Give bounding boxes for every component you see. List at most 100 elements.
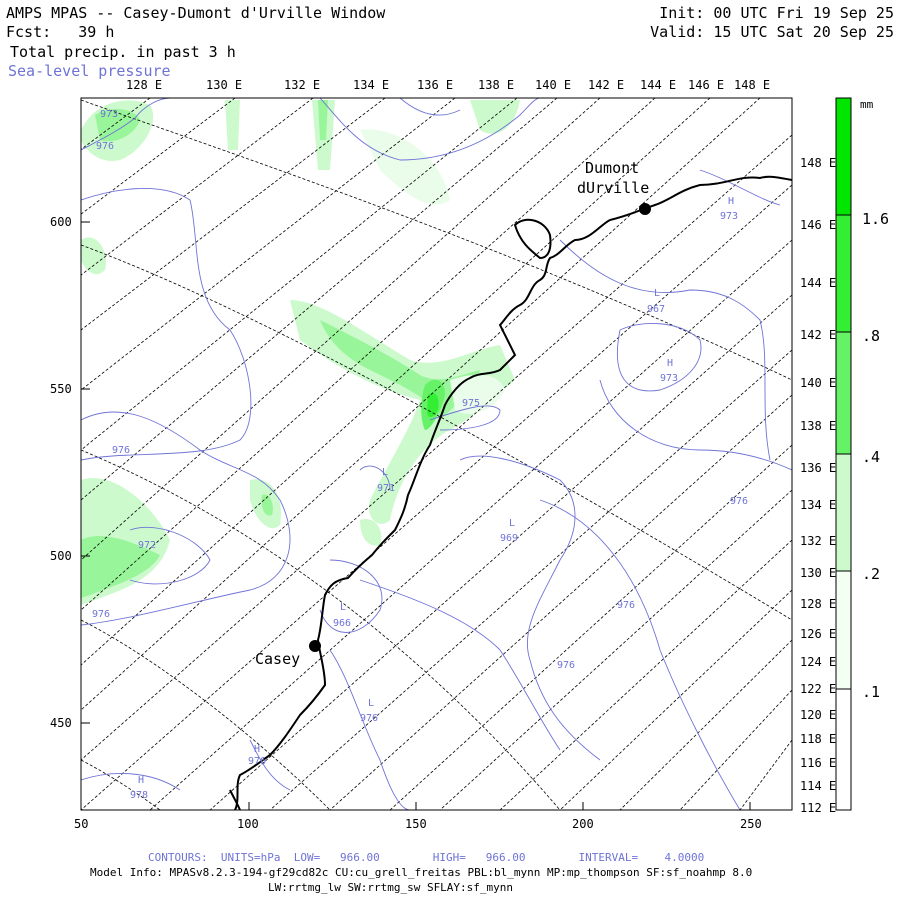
colorbar-segment [836,454,851,571]
lon-label: 138 E [800,419,836,433]
colorbar-segment [836,98,851,215]
lon-label: 146 E [688,78,724,92]
x-tick-label: 150 [405,817,427,831]
contour-label: 976 [112,445,130,456]
graticule [81,98,792,810]
contour-label: 971 [377,483,395,494]
map-title: AMPS MPAS -- Casey-Dumont d'Urville Wind… [6,4,386,22]
colorbar-label: .2 [862,565,880,583]
high-center: H [667,358,673,369]
contour-label: 973 [660,373,678,384]
low-center: L [509,518,515,529]
x-tick-label: 250 [740,817,762,831]
contour-label: 978 [130,790,148,801]
precip-shading [81,100,520,605]
contour-label: 976 [360,713,378,724]
x-tick-label: 100 [237,817,259,831]
lon-label: 120 E [800,708,836,722]
lon-label: 142 E [800,328,836,342]
x-axis: 50 100 150 200 250 [74,802,762,831]
contour-label: 973 [100,109,118,120]
low-center: L [340,602,346,613]
colorbar-label: 1.6 [862,210,889,228]
lon-label: 130 E [206,78,242,92]
lon-label: 144 E [640,78,676,92]
colorbar-label: .1 [862,683,880,701]
lon-label: 148 E [734,78,770,92]
coastline [229,175,792,810]
lon-label: 136 E [800,461,836,475]
y-tick-label: 550 [50,382,72,396]
lon-label: 122 E [800,682,836,696]
lon-label: 128 E [800,597,836,611]
colorbar-segment [836,332,851,454]
low-center: L [368,698,374,709]
station-dumont-label: Dumont [585,159,639,177]
pressure-contours [81,98,792,810]
contour-label: 975 [462,398,480,409]
lon-label: 132 E [284,78,320,92]
contour-label: 976 [96,141,114,152]
colorbar-label: .8 [862,327,880,345]
lon-label: 126 E [800,627,836,641]
lon-label: 116 E [800,756,836,770]
x-tick-label: 200 [572,817,594,831]
low-center: L [382,467,388,478]
right-longitude-labels: 148 E 146 E 144 E 142 E 140 E 138 E 136 … [800,156,836,815]
high-center: H [254,744,260,755]
colorbar-segment [836,571,851,689]
contour-label: 976 [730,496,748,507]
contour-label: 976 [92,609,110,620]
contour-label: 967 [647,304,665,315]
lon-label: 130 E [800,566,836,580]
top-longitude-labels: 128 E 130 E 132 E 134 E 136 E 138 E 140 … [126,78,770,92]
lon-label: 148 E [800,156,836,170]
lon-label: 140 E [800,376,836,390]
station-dumont-marker [639,203,651,215]
lon-label: 146 E [800,218,836,232]
pressure-centers: L L L L L H H H H [138,196,734,786]
y-tick-label: 600 [50,215,72,229]
lon-label: 118 E [800,732,836,746]
contour-label: 966 [333,618,351,629]
lon-label: 112 E [800,801,836,815]
station-casey-label: Casey [255,650,300,668]
y-tick-label: 500 [50,549,72,563]
contour-field-title: Sea-level pressure [8,62,171,80]
forecast-hour: Fcst: 39 h [6,23,115,41]
colorbar-segment [836,689,851,810]
lon-label: 134 E [800,498,836,512]
high-center: H [728,196,734,207]
lon-label: 128 E [126,78,162,92]
low-center: L [654,288,660,299]
lon-label: 142 E [588,78,624,92]
station-dumont-label-2: dUrville [577,179,649,197]
model-info-2: LW:rrtmg_lw SW:rrtmg_sw SFLAY:sf_mynn [268,881,514,894]
lon-label: 144 E [800,276,836,290]
colorbar-unit: mm [860,98,874,111]
plot-frame [80,97,793,811]
high-center: H [138,775,144,786]
contour-labels: 973 976 976 972 976 978 976 975 966 971 … [92,109,748,801]
valid-time: Valid: 15 UTC Sat 20 Sep 25 [650,23,894,41]
lon-label: 114 E [800,779,836,793]
field-title: Total precip. in past 3 h [10,43,236,61]
y-tick-label: 450 [50,716,72,730]
contour-label: 969 [500,533,518,544]
lon-label: 132 E [800,534,836,548]
lon-label: 124 E [800,655,836,669]
lon-label: 140 E [535,78,571,92]
init-time: Init: 00 UTC Fri 19 Sep 25 [659,4,894,22]
y-axis: 600 550 500 450 [50,215,90,730]
contour-label: 972 [138,540,156,551]
colorbar-segment [836,215,851,332]
contour-label: 976 [617,600,635,611]
colorbar: mm 1.6 .8 .4 .2 .1 [835,97,889,811]
contour-label: 976 [557,660,575,671]
lon-label: 138 E [478,78,514,92]
lon-label: 136 E [417,78,453,92]
x-tick-label: 50 [74,817,88,831]
colorbar-label: .4 [862,448,880,466]
model-info: Model Info: MPASv8.2.3-194-gf29cd82c CU:… [90,866,753,879]
